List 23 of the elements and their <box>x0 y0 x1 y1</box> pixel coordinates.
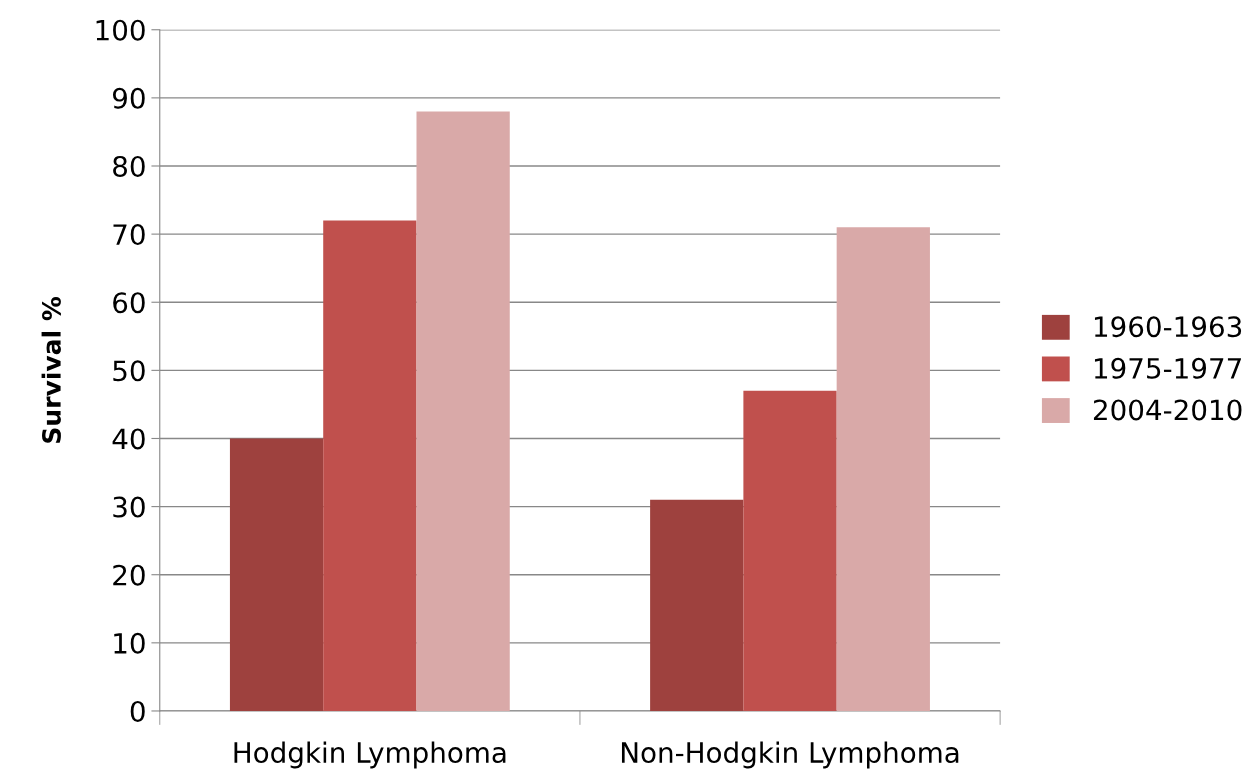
x-tick-label: Non-Hodgkin Lymphoma <box>621 741 959 769</box>
bar <box>416 111 510 711</box>
legend-label: 1960-1963 <box>1094 316 1242 338</box>
bar <box>743 390 837 711</box>
y-tick-label: 60 <box>113 292 145 314</box>
y-tick-label: 70 <box>113 224 145 246</box>
y-tick-label: 10 <box>114 632 145 654</box>
y-tick-label: 40 <box>112 428 145 450</box>
legend-label: 1975-1977 <box>1094 357 1241 379</box>
y-tick-label: 20 <box>113 564 145 586</box>
y-tick-label: 90 <box>112 87 145 109</box>
bar <box>836 227 930 711</box>
bar <box>323 220 417 711</box>
x-tick-label: Hodgkin Lymphoma <box>234 741 506 769</box>
legend-label: 2004-2010 <box>1093 399 1242 421</box>
bar <box>229 438 324 711</box>
y-axis-title: Survival % <box>41 296 61 443</box>
y-tick-label: 30 <box>113 496 145 518</box>
y-tick-label: 100 <box>96 19 145 41</box>
bar <box>650 499 744 711</box>
y-tick-label: 80 <box>113 155 145 177</box>
y-tick-label: 0 <box>130 700 145 722</box>
y-tick-label: 50 <box>113 360 145 382</box>
